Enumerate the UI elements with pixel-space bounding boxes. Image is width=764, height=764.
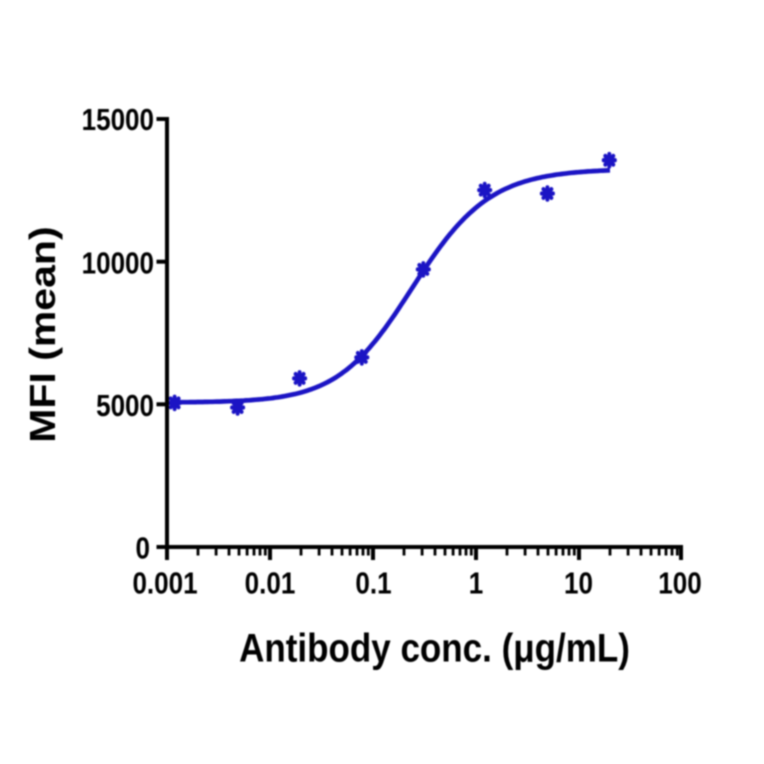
- svg-text:0: 0: [136, 531, 150, 566]
- svg-text:100: 100: [658, 566, 701, 601]
- svg-text:10000: 10000: [82, 246, 154, 281]
- svg-text:15000: 15000: [82, 103, 154, 138]
- svg-text:5000: 5000: [96, 389, 154, 424]
- svg-text:10: 10: [564, 566, 593, 601]
- svg-text:0.1: 0.1: [355, 566, 391, 601]
- svg-text:1: 1: [469, 566, 484, 601]
- svg-text:0.001: 0.001: [132, 566, 197, 601]
- svg-text:0.01: 0.01: [245, 566, 296, 601]
- svg-text:Antibody conc. (μg/mL): Antibody conc. (μg/mL): [239, 625, 630, 670]
- svg-text:MFI (mean): MFI (mean): [23, 226, 63, 442]
